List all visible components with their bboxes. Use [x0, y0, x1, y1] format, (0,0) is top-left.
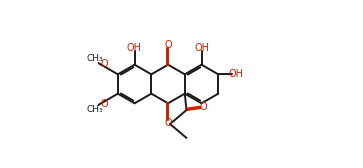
Text: O: O: [165, 118, 172, 128]
Text: O: O: [200, 102, 207, 112]
Text: OH: OH: [194, 43, 209, 53]
Text: CH₃: CH₃: [86, 54, 103, 63]
Text: OH: OH: [228, 69, 243, 79]
Text: O: O: [100, 99, 108, 109]
Text: CH₃: CH₃: [86, 105, 103, 114]
Text: OH: OH: [127, 43, 142, 53]
Text: O: O: [165, 40, 172, 50]
Text: O: O: [100, 59, 108, 69]
